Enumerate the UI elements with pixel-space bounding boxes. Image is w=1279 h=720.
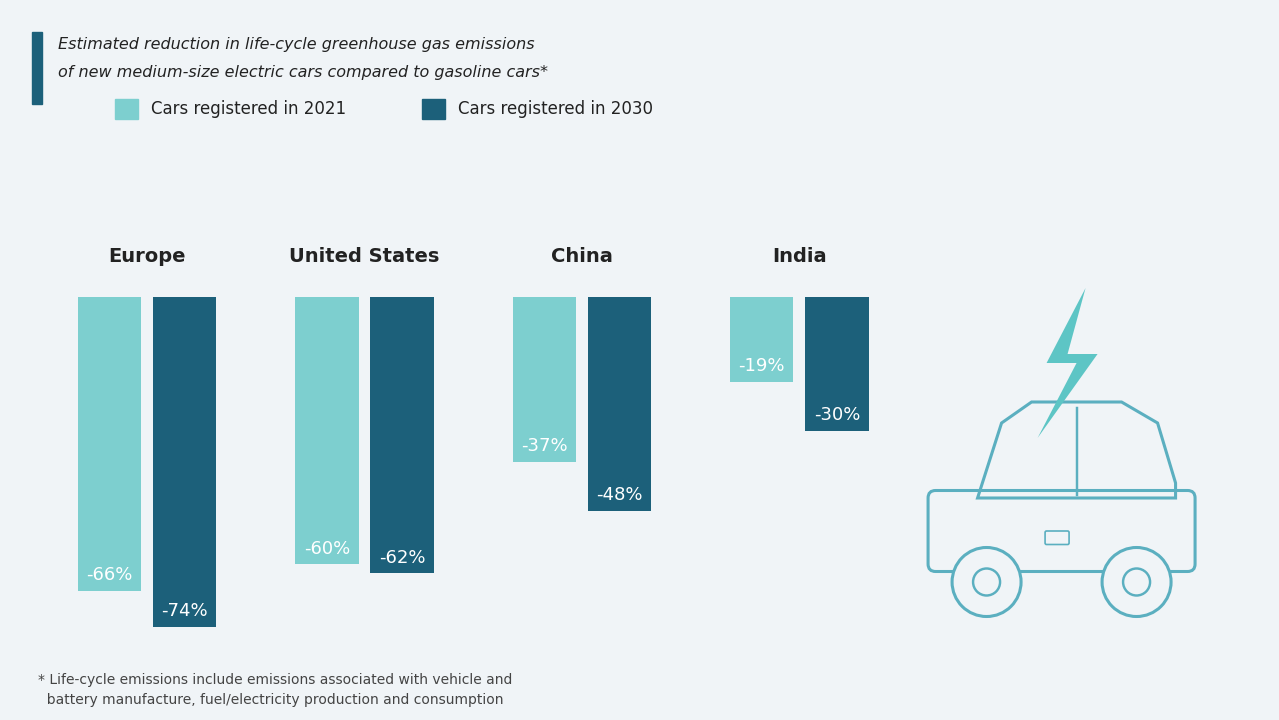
Circle shape <box>1102 547 1172 616</box>
Text: -74%: -74% <box>161 602 208 620</box>
Text: of new medium-size electric cars compared to gasoline cars*: of new medium-size electric cars compare… <box>58 65 547 80</box>
Text: -30%: -30% <box>813 406 859 424</box>
Bar <box>371 297 434 573</box>
Bar <box>806 297 868 431</box>
Text: Cars registered in 2021: Cars registered in 2021 <box>151 99 347 117</box>
Text: Europe: Europe <box>109 248 185 266</box>
Bar <box>153 297 216 626</box>
Text: battery manufacture, fuel/electricity production and consumption: battery manufacture, fuel/electricity pr… <box>38 693 504 706</box>
Text: Cars registered in 2030: Cars registered in 2030 <box>458 99 652 117</box>
Bar <box>588 297 651 511</box>
Text: -37%: -37% <box>521 437 568 455</box>
Text: -60%: -60% <box>304 540 350 558</box>
Text: China: China <box>551 248 613 266</box>
Text: Estimated reduction in life-cycle greenhouse gas emissions: Estimated reduction in life-cycle greenh… <box>58 37 535 53</box>
Text: * Life-cycle emissions include emissions associated with vehicle and: * Life-cycle emissions include emissions… <box>38 673 513 687</box>
Text: -66%: -66% <box>87 567 133 585</box>
Bar <box>78 297 141 591</box>
Bar <box>730 297 793 382</box>
Text: -62%: -62% <box>379 549 426 567</box>
Bar <box>295 297 358 564</box>
Text: India: India <box>773 248 826 266</box>
Polygon shape <box>1037 288 1097 438</box>
Circle shape <box>952 547 1021 616</box>
Text: -48%: -48% <box>596 486 643 504</box>
Bar <box>513 297 576 462</box>
Text: United States: United States <box>289 248 440 266</box>
Text: -19%: -19% <box>738 357 785 375</box>
